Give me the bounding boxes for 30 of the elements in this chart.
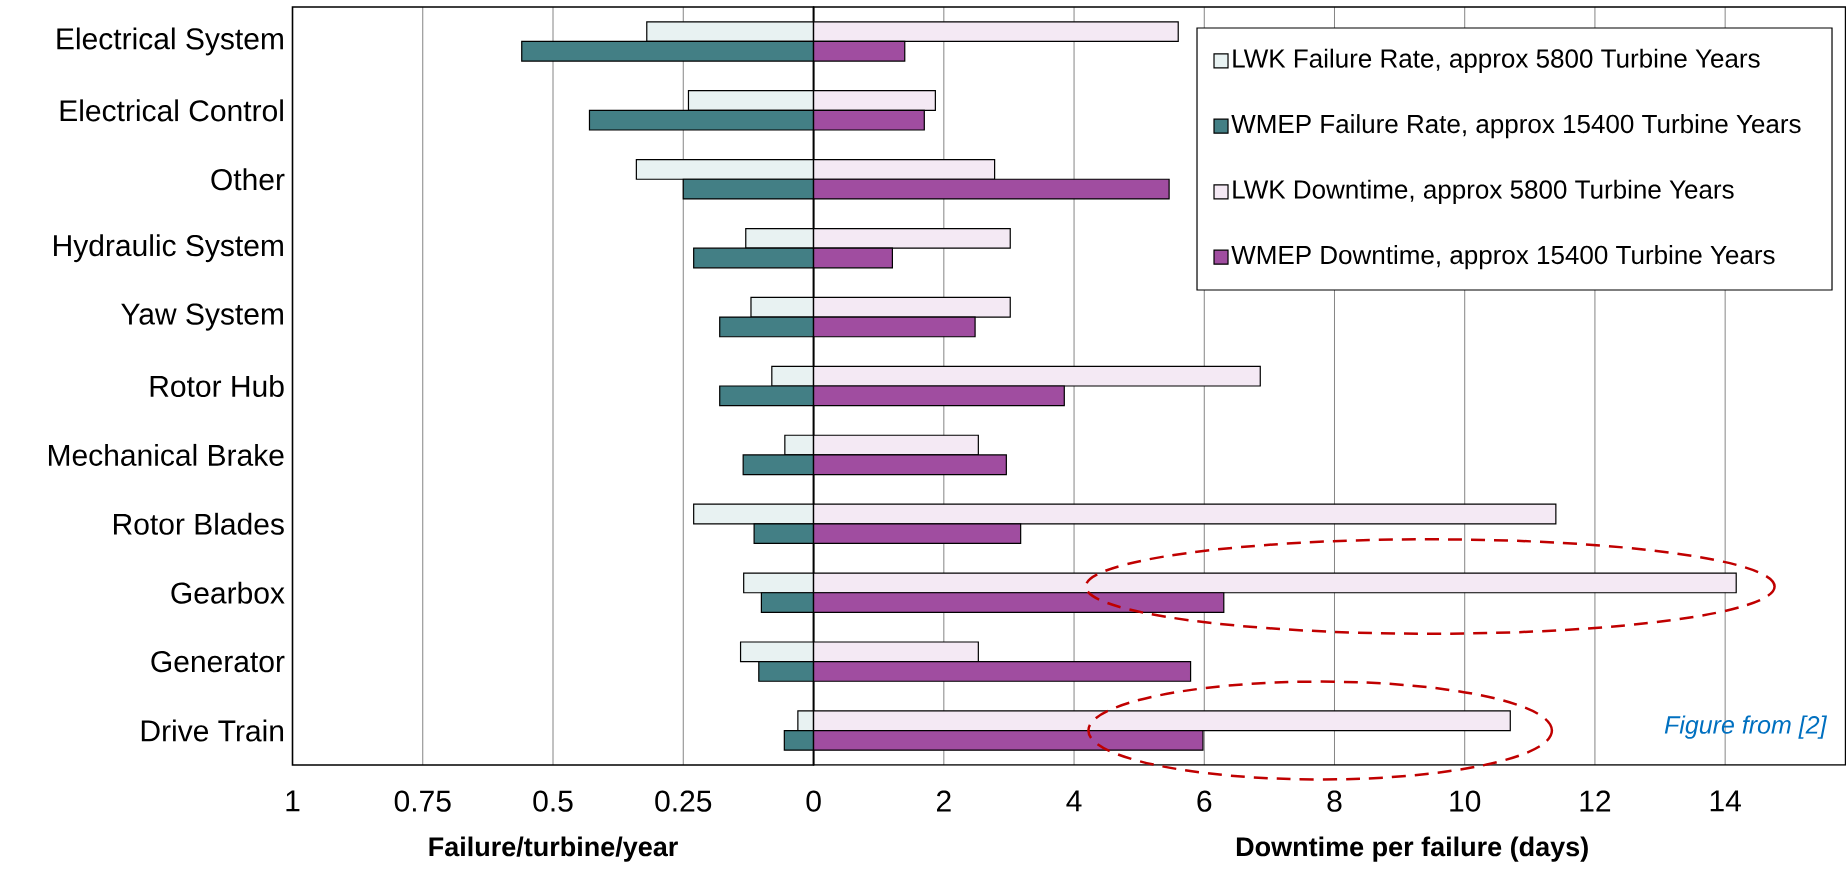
x-tick-label: 8	[1327, 790, 1342, 812]
y-tick-label: Electrical Control	[60, 99, 283, 122]
x-axis-title: Downtime per failure (days)	[1236, 836, 1588, 862]
legend-label: LWK Downtime, approx 5800 Turbine Years	[1233, 179, 1734, 204]
y-tick-label: Other	[211, 168, 285, 191]
y-tick-label: Yaw System	[121, 303, 283, 331]
x-tick-label: 1	[286, 790, 300, 812]
annotation: Figure from [2]	[1664, 715, 1828, 739]
legend-label: WMEP Failure Rate, approx 15400 Turbine Years	[1231, 114, 1801, 139]
y-tick-label: Generator	[151, 651, 285, 673]
x-tick-label: 0.5	[533, 790, 573, 812]
y-tick-label: Hydraulic System	[54, 234, 283, 263]
x-tick-label: 12	[1580, 790, 1611, 812]
x-tick-label: 0	[806, 790, 821, 812]
y-tick-label: Rotor Hub	[150, 374, 284, 398]
legend-label: LWK Failure Rate, approx 5800 Turbine Years	[1233, 48, 1760, 73]
x-tick-label: 2	[937, 790, 951, 812]
x-tick-label: 0.25	[655, 790, 712, 812]
y-tick-label: Rotor Blades	[114, 512, 284, 535]
x-tick-label: 10	[1450, 790, 1481, 812]
y-tick-label: Electrical System	[57, 27, 283, 56]
y-tick-label: Gearbox	[171, 581, 285, 604]
y-tick-label: Drive Train	[141, 719, 284, 742]
x-tick-label: 0.75	[394, 790, 451, 812]
x-tick-label: 4	[1066, 790, 1082, 812]
x-tick-label: 14	[1710, 790, 1741, 812]
x-axis-title: Failure/turbine/year	[429, 836, 678, 862]
legend-label: WMEP Downtime, approx 15400 Turbine Years	[1231, 245, 1775, 270]
y-tick-label: Mechanical Brake	[48, 443, 284, 466]
x-tick-label: 6	[1197, 790, 1212, 812]
